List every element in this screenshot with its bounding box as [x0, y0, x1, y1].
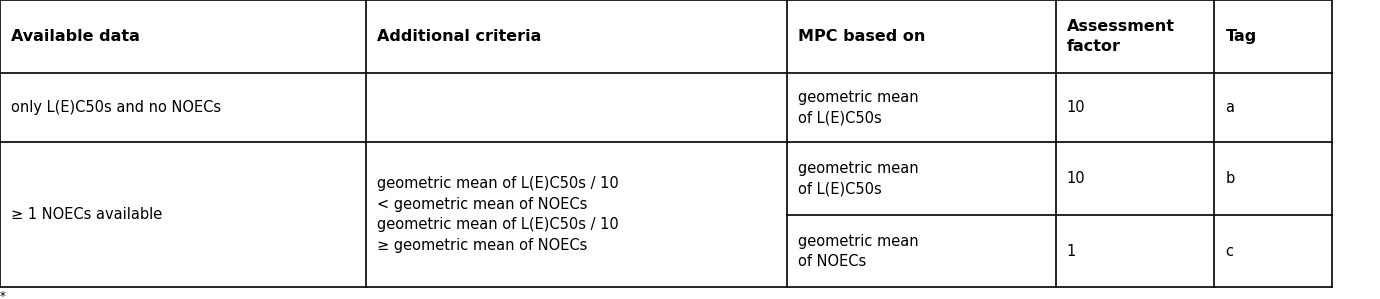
Text: 10: 10	[1067, 100, 1085, 115]
Text: Assessment
factor: Assessment factor	[1067, 19, 1174, 54]
Text: geometric mean
of L(E)C50s: geometric mean of L(E)C50s	[798, 90, 918, 125]
Text: b: b	[1225, 171, 1235, 186]
Text: only L(E)C50s and no NOECs: only L(E)C50s and no NOECs	[11, 100, 221, 115]
Text: MPC based on: MPC based on	[798, 29, 925, 44]
Text: Available data: Available data	[11, 29, 139, 44]
Text: a: a	[1225, 100, 1235, 115]
Text: geometric mean of L(E)C50s / 10
< geometric mean of NOECs
geometric mean of L(E): geometric mean of L(E)C50s / 10 < geomet…	[377, 176, 618, 253]
Text: *: *	[0, 290, 6, 299]
Text: Tag: Tag	[1225, 29, 1257, 44]
Text: c: c	[1225, 244, 1234, 259]
Text: geometric mean
of L(E)C50s: geometric mean of L(E)C50s	[798, 161, 918, 196]
Text: ≥ 1 NOECs available: ≥ 1 NOECs available	[11, 207, 163, 222]
Text: 10: 10	[1067, 171, 1085, 186]
Text: 1: 1	[1067, 244, 1076, 259]
Text: Additional criteria: Additional criteria	[377, 29, 541, 44]
Text: geometric mean
of NOECs: geometric mean of NOECs	[798, 234, 918, 269]
